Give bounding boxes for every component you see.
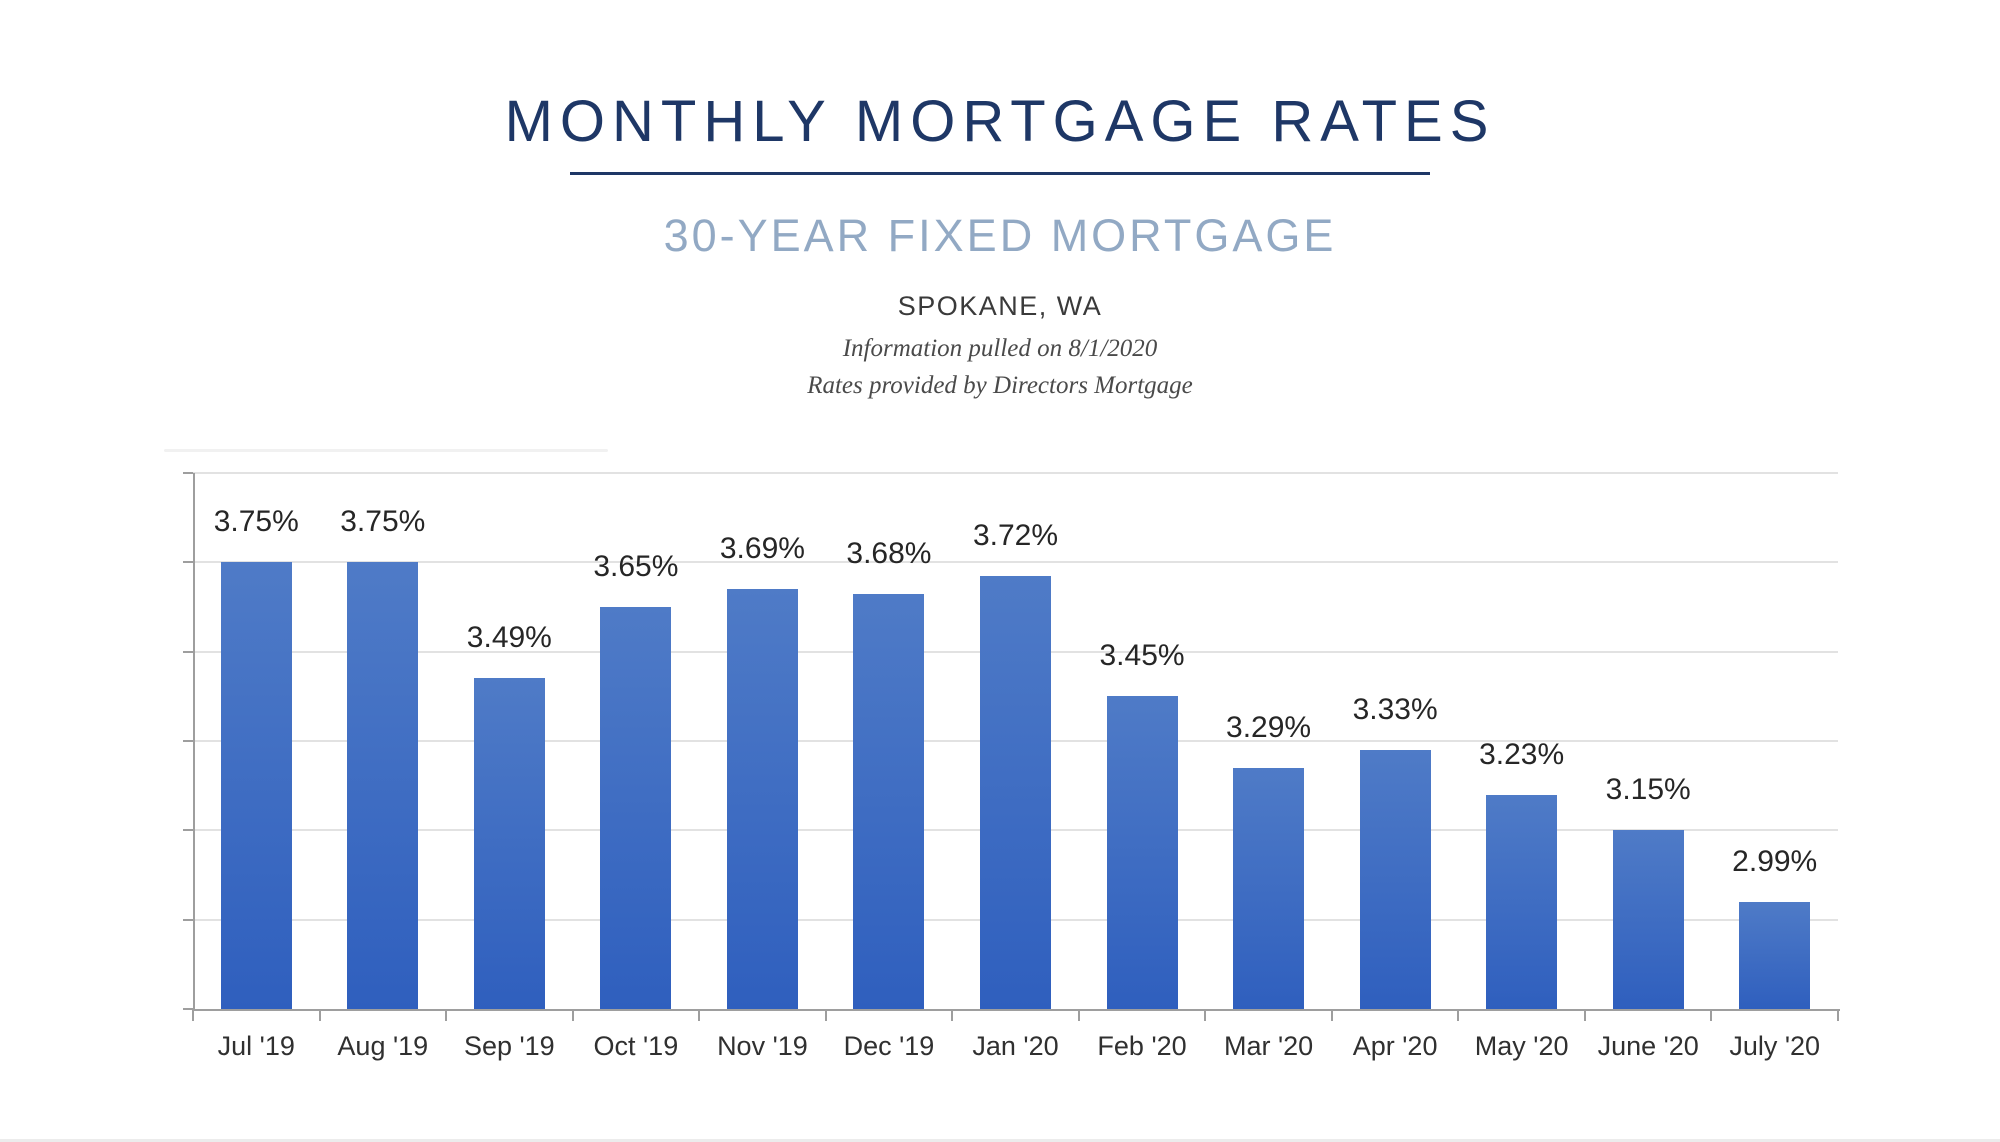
chart-top-faint-edge	[164, 449, 608, 452]
title-underline	[570, 172, 1430, 175]
x-axis-tick	[1457, 1009, 1460, 1021]
y-axis-tick	[183, 918, 193, 921]
y-axis-tick	[183, 650, 193, 653]
gridline	[193, 561, 1838, 564]
page-title: MONTHLY MORTGAGE RATES	[504, 89, 1496, 154]
bar-value-label: 3.23%	[1479, 737, 1565, 771]
y-axis-tick	[183, 1008, 193, 1010]
chart-subtitle: 30-YEAR FIXED MORTGAGE	[663, 210, 1337, 261]
x-axis-label: Jul '19	[217, 1031, 295, 1061]
bar-value-label: 3.65%	[593, 550, 679, 583]
bar-value-label: 3.72%	[972, 518, 1059, 552]
rates-source-note: Rates provided by Directors Mortgage	[807, 372, 1193, 399]
bar-value-label: 3.29%	[1226, 710, 1312, 744]
x-axis-tick	[1077, 1009, 1080, 1021]
x-axis-tick	[698, 1009, 701, 1021]
x-axis	[193, 1009, 1840, 1011]
bar-value-label: 3.49%	[466, 621, 552, 655]
info-pulled-note: Information pulled on 8/1/2020	[842, 335, 1158, 362]
x-axis-label: Dec '19	[843, 1031, 935, 1061]
x-axis-tick	[1710, 1009, 1713, 1021]
y-axis-tick	[183, 829, 193, 832]
bar	[473, 678, 545, 1009]
bar	[1739, 901, 1811, 1009]
x-axis-label: Oct '19	[593, 1031, 679, 1061]
y-axis-tick	[183, 561, 193, 564]
bar-value-label: 3.75%	[340, 505, 426, 539]
y-axis-tick	[183, 472, 193, 474]
bar-value-label: 2.99%	[1732, 844, 1818, 878]
x-axis-tick	[192, 1009, 194, 1021]
x-axis-label: Nov '19	[717, 1031, 808, 1061]
x-axis-label: Feb '20	[1097, 1031, 1187, 1061]
y-axis	[193, 473, 195, 1009]
bar	[347, 562, 419, 1009]
x-axis-tick	[1583, 1009, 1586, 1021]
bar-value-label: 3.33%	[1352, 692, 1438, 726]
y-axis-tick	[183, 740, 193, 742]
x-axis-tick	[571, 1009, 574, 1021]
x-axis-tick	[824, 1009, 827, 1021]
bar-value-label: 3.45%	[1099, 639, 1185, 673]
bar	[853, 593, 925, 1009]
x-axis-label: Apr '20	[1352, 1031, 1438, 1061]
bar-value-label: 3.15%	[1605, 773, 1691, 807]
bar	[600, 607, 672, 1009]
x-axis-label: June '20	[1597, 1031, 1699, 1061]
x-axis-label: May '20	[1474, 1031, 1569, 1061]
bar	[1612, 830, 1684, 1009]
x-axis-label: Sep '19	[463, 1031, 555, 1061]
location-label: SPOKANE, WA	[897, 291, 1103, 321]
bar	[220, 562, 292, 1009]
bar	[980, 575, 1051, 1009]
bar-value-label: 3.68%	[846, 536, 932, 570]
bar-value-label: 3.69%	[719, 532, 805, 566]
bar	[1106, 696, 1178, 1009]
x-axis-label: Mar '20	[1223, 1031, 1314, 1061]
x-axis-tick	[318, 1009, 321, 1021]
bar	[1359, 749, 1431, 1009]
x-axis-label: Aug '19	[337, 1031, 429, 1061]
x-axis-label: July '20	[1729, 1031, 1821, 1061]
x-axis-label: Jan '20	[972, 1031, 1059, 1061]
gridline	[193, 472, 1838, 474]
x-axis-tick	[445, 1009, 448, 1021]
x-axis-tick	[1204, 1009, 1207, 1021]
page-bottom-edge	[0, 1139, 2000, 1142]
bar	[1486, 794, 1558, 1009]
x-axis-tick	[1330, 1009, 1333, 1021]
x-axis-tick	[1837, 1009, 1839, 1021]
bar	[726, 589, 798, 1009]
bar-value-label: 3.75%	[213, 505, 299, 539]
bar	[1233, 767, 1305, 1009]
x-axis-tick	[951, 1009, 954, 1021]
